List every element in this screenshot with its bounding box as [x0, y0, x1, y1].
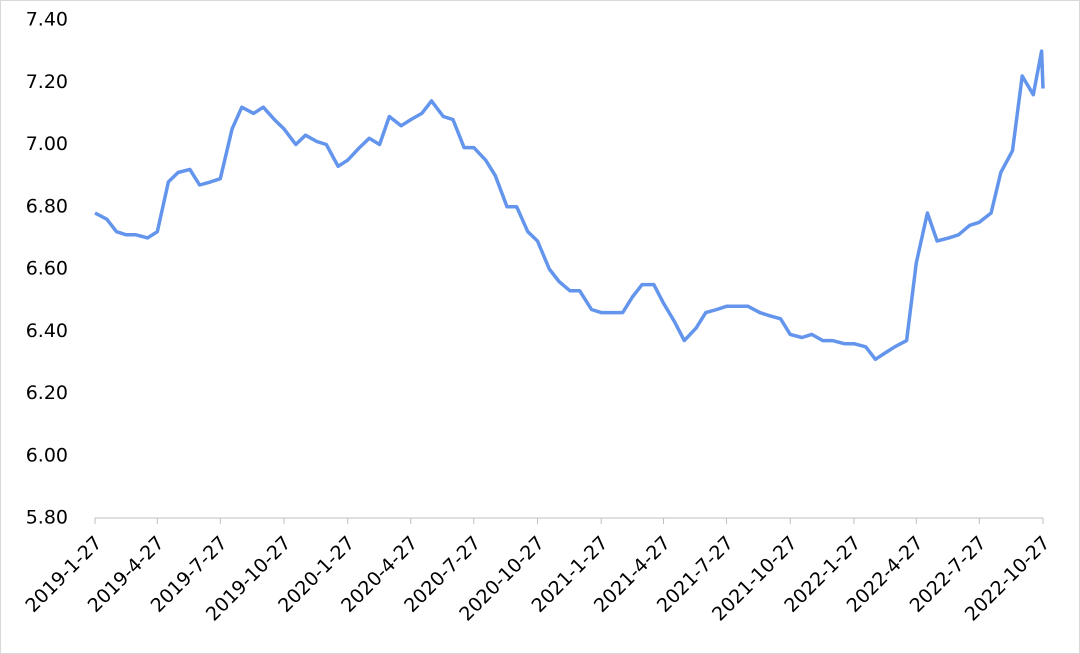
y-tick-label: 6.20: [26, 382, 68, 404]
y-tick-label: 7.40: [26, 9, 68, 31]
y-tick-label: 6.60: [26, 258, 68, 280]
line-series: [94, 49, 1045, 362]
y-tick-label: 6.40: [26, 320, 68, 342]
y-tick-label: 7.20: [26, 71, 68, 93]
y-tick-label: 5.80: [26, 507, 68, 529]
y-tick-label: 7.00: [26, 133, 68, 155]
y-tick-label: 6.00: [26, 444, 68, 466]
y-tick-label: 6.80: [26, 195, 68, 217]
